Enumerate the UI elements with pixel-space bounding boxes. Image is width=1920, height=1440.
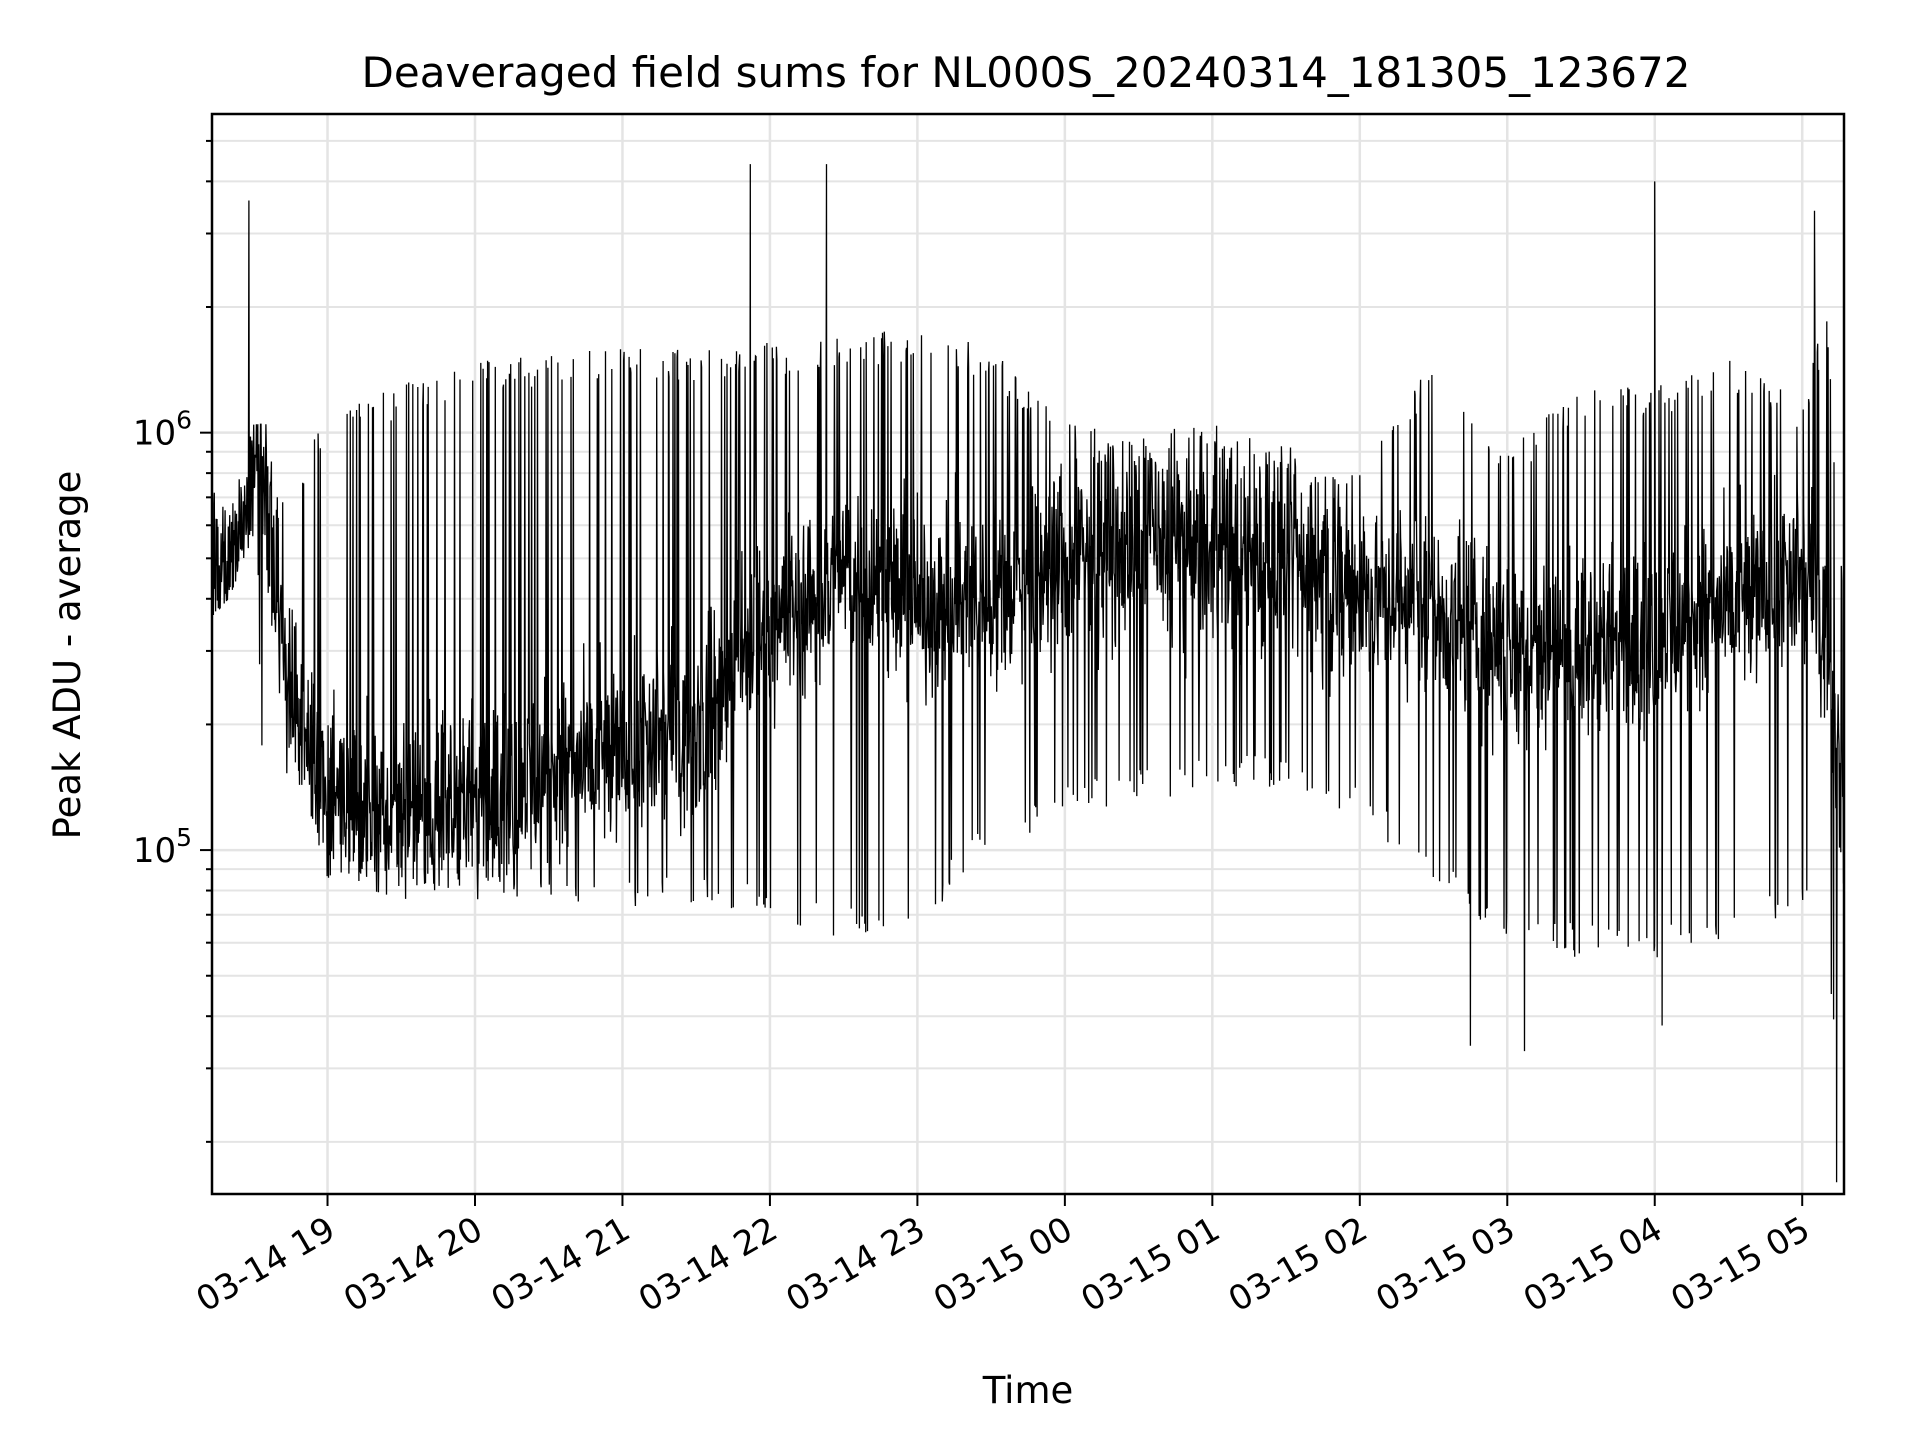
y-tick-label: 106: [133, 406, 192, 454]
series-line: [211, 164, 1845, 1183]
x-axis-label: Time: [982, 1369, 1074, 1412]
y-axis-label: Peak ADU - average: [46, 471, 89, 840]
y-tick-label: 105: [133, 823, 192, 871]
series-area: [211, 164, 1845, 1183]
chart-title: Deaveraged field sums for NL000S_2024031…: [362, 48, 1691, 97]
plot-frame: [210, 112, 1846, 1196]
